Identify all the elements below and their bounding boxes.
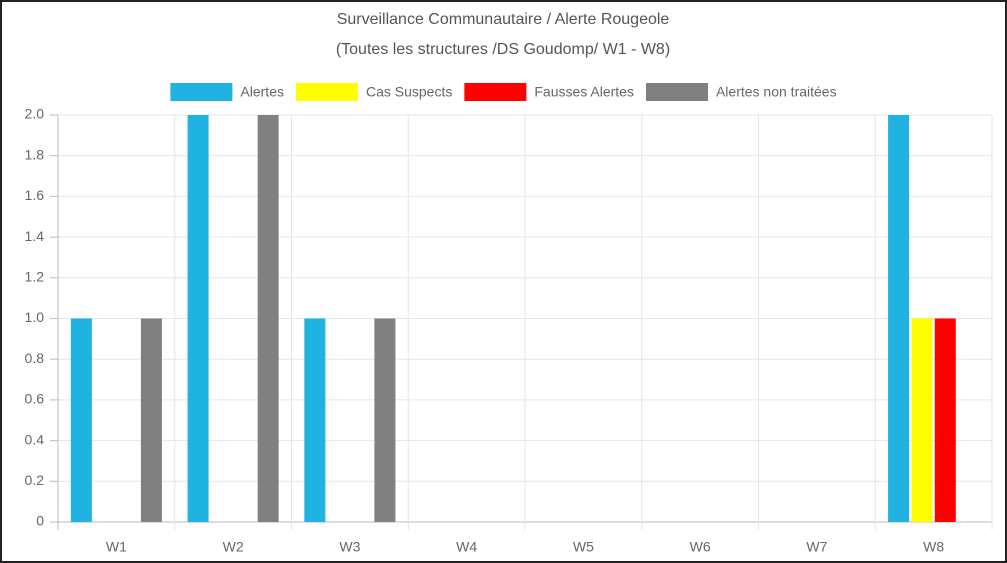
y-tick-label: 1.4: [25, 228, 45, 244]
y-tick-label: 0: [36, 513, 44, 529]
y-tick-label: 1.0: [25, 309, 45, 325]
x-tick-label: W2: [223, 539, 244, 555]
y-tick-label: 0.8: [25, 350, 45, 366]
bar: [140, 318, 162, 522]
x-tick-label: W1: [106, 539, 127, 555]
x-tick-label: W6: [690, 539, 711, 555]
y-tick-label: 1.8: [25, 146, 45, 162]
y-tick-label: 1.2: [25, 269, 45, 285]
legend-label: Fausses Alertes: [534, 84, 634, 100]
bar: [934, 318, 956, 522]
bar: [257, 115, 279, 522]
legend-label: Cas Suspects: [366, 84, 452, 100]
bar: [187, 115, 209, 522]
bar: [888, 115, 910, 522]
legend-label: Alertes non traitées: [716, 84, 837, 100]
y-tick-label: 0.4: [25, 431, 45, 447]
x-tick-label: W3: [339, 539, 360, 555]
y-tick-label: 1.6: [25, 187, 45, 203]
bar: [374, 318, 396, 522]
bar: [304, 318, 326, 522]
legend-swatch: [170, 83, 233, 101]
legend-swatch: [645, 83, 708, 101]
y-tick-label: 0.2: [25, 472, 45, 488]
x-tick-label: W4: [456, 539, 477, 555]
bar: [70, 318, 92, 522]
y-tick-label: 0.6: [25, 391, 45, 407]
chart-title: Surveillance Communautaire / Alerte Roug…: [337, 11, 670, 28]
y-tick-label: 2.0: [25, 106, 45, 122]
x-tick-label: W5: [573, 539, 594, 555]
x-tick-label: W7: [806, 539, 827, 555]
bar: [911, 318, 933, 522]
legend-label: Alertes: [240, 84, 284, 100]
chart-subtitle: (Toutes les structures /DS Goudomp/ W1 -…: [336, 41, 670, 58]
legend-swatch: [295, 83, 358, 101]
legend-swatch: [464, 83, 527, 101]
x-tick-label: W8: [923, 539, 944, 555]
